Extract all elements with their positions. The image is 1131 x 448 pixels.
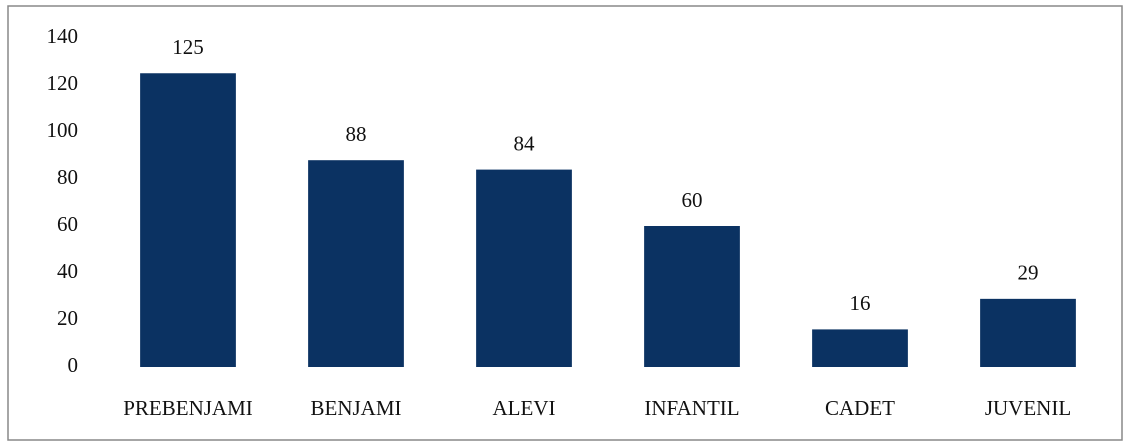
x-tick-label: INFANTIL xyxy=(644,396,739,420)
x-tick-label: CADET xyxy=(825,396,895,420)
y-tick-label: 60 xyxy=(57,212,78,236)
y-tick-label: 120 xyxy=(47,71,79,95)
value-label: 60 xyxy=(682,188,703,212)
value-label: 88 xyxy=(346,122,367,146)
bar xyxy=(644,226,740,367)
value-label: 125 xyxy=(172,35,204,59)
bar xyxy=(476,169,572,367)
value-label: 16 xyxy=(850,291,871,315)
y-tick-label: 20 xyxy=(57,306,78,330)
y-tick-label: 100 xyxy=(47,118,79,142)
bar xyxy=(980,298,1076,367)
y-tick-label: 0 xyxy=(68,353,79,377)
x-tick-label: PREBENJAMI xyxy=(123,396,253,420)
y-tick-label: 140 xyxy=(47,24,79,48)
y-tick-label: 40 xyxy=(57,259,78,283)
y-tick-label: 80 xyxy=(57,165,78,189)
bar xyxy=(812,329,908,367)
value-label: 84 xyxy=(514,131,536,155)
bar xyxy=(308,160,404,367)
x-tick-label: ALEVI xyxy=(493,396,556,420)
x-tick-label: BENJAMI xyxy=(310,396,401,420)
x-tick-label: JUVENIL xyxy=(985,396,1071,420)
value-label: 29 xyxy=(1018,261,1039,285)
bar xyxy=(140,73,236,367)
